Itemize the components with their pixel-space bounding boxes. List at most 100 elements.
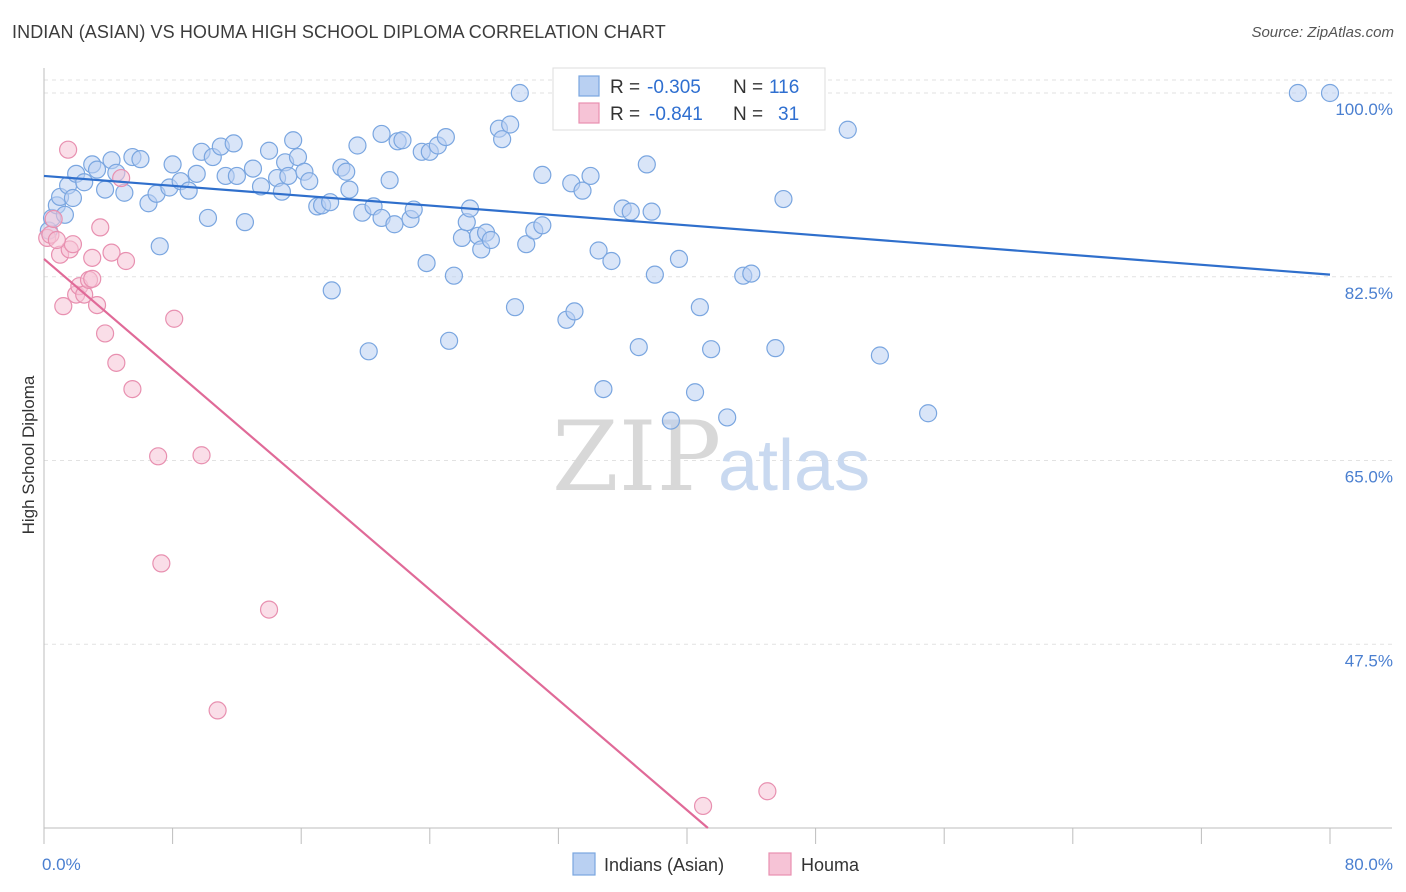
point-indians-39	[284, 131, 303, 150]
y-tick-label-1: 82.5%	[1345, 284, 1393, 303]
point-indians-98	[661, 411, 681, 430]
point-indians-91	[602, 251, 621, 271]
axes	[43, 68, 1392, 844]
point-indians-14	[115, 183, 134, 202]
trend-lines	[43, 174, 1331, 829]
stats-r-label-1: R =	[610, 77, 640, 98]
stats-swatch-houma	[578, 102, 600, 124]
watermark-zip: ZIP	[552, 401, 721, 513]
point-indians-103	[718, 408, 737, 427]
point-indians-78	[505, 298, 525, 317]
point-indians-102	[702, 340, 721, 359]
point-indians-93	[621, 202, 640, 221]
point-indians-107	[766, 339, 785, 358]
point-indians-42	[300, 172, 319, 191]
point-houma-30	[47, 230, 66, 250]
chart-title: INDIAN (ASIAN) VS HOUMA HIGH SCHOOL DIPL…	[12, 22, 666, 42]
point-indians-48	[337, 162, 356, 181]
point-indians-65	[436, 128, 455, 147]
point-indians-46	[322, 281, 341, 300]
point-indians-67	[444, 266, 464, 285]
point-indians-24	[187, 164, 206, 183]
y-tick-label-3: 47.5%	[1345, 651, 1393, 670]
point-indians-6	[63, 188, 83, 208]
point-houma-7	[63, 235, 83, 254]
point-indians-30	[224, 134, 243, 153]
stats-r-value-1: -0.305	[647, 77, 701, 98]
point-indians-83	[533, 165, 552, 184]
legend-label-houma: Houma	[801, 855, 860, 875]
point-indians-16	[131, 150, 150, 169]
point-indians-82	[533, 216, 552, 235]
point-indians-101	[690, 298, 709, 317]
stats-box: R = -0.305 N = 116 R = -0.841 N = 31	[552, 67, 826, 131]
point-indians-66	[439, 331, 459, 350]
point-indians-77	[501, 115, 520, 134]
point-indians-100	[685, 383, 705, 402]
point-houma-16	[95, 324, 115, 343]
point-indians-108	[774, 189, 793, 209]
point-indians-79	[510, 83, 529, 103]
point-indians-10	[87, 160, 107, 179]
point-indians-96	[642, 202, 661, 221]
y-tick-label-2: 65.0%	[1345, 468, 1393, 487]
point-houma-29	[758, 782, 777, 801]
point-indians-76	[493, 130, 512, 149]
point-indians-58	[393, 131, 412, 150]
stats-n-label-2: N =	[733, 104, 763, 125]
point-indians-97	[645, 265, 664, 284]
stats-swatch-indians	[578, 75, 600, 97]
point-indians-111	[919, 404, 938, 423]
point-indians-50	[348, 136, 367, 155]
point-indians-110	[870, 346, 890, 365]
point-indians-32	[235, 213, 255, 232]
point-indians-56	[380, 171, 399, 190]
legend-swatch-houma	[768, 852, 792, 876]
point-houma-18	[107, 353, 126, 372]
stats-n-label-1: N =	[733, 77, 763, 98]
point-indians-8	[75, 173, 94, 192]
point-indians-49	[340, 180, 359, 199]
x-tick-labels: 0.0% 80.0%	[42, 855, 1393, 874]
point-indians-23	[179, 181, 198, 200]
y-axis-title: High School Diploma	[19, 375, 38, 534]
point-houma-22	[149, 447, 168, 466]
point-indians-106	[742, 264, 761, 283]
point-houma-5	[59, 140, 78, 159]
point-indians-33	[243, 159, 263, 178]
point-houma-24	[165, 309, 184, 328]
point-indians-19	[150, 237, 169, 256]
point-indians-114	[385, 215, 404, 234]
point-houma-28	[693, 796, 713, 816]
point-indians-99	[669, 249, 689, 268]
point-houma-27	[259, 600, 279, 619]
stats-r-value-2: -0.841	[649, 104, 703, 125]
legend-swatch-indians	[572, 852, 596, 876]
legend-label-indians: Indians (Asian)	[604, 855, 724, 875]
point-indians-87	[573, 181, 592, 200]
x-tick-label-1: 80.0%	[1345, 855, 1393, 874]
point-indians-88	[581, 166, 600, 186]
point-indians-21	[163, 155, 182, 174]
point-indians-52	[359, 342, 378, 361]
point-indians-86	[565, 302, 584, 321]
stats-n-value-1: 116	[769, 77, 799, 98]
point-indians-115	[272, 182, 292, 201]
point-houma-2	[44, 209, 63, 229]
point-indians-45	[321, 193, 340, 212]
point-houma-20	[116, 251, 136, 271]
point-houma-13	[83, 269, 102, 288]
y-tick-labels: 100.0% 82.5% 65.0% 47.5%	[1335, 100, 1393, 670]
watermark-atlas: atlas	[718, 426, 870, 506]
point-houma-21	[123, 380, 142, 399]
legend: Indians (Asian) Houma	[572, 852, 860, 876]
point-indians-113	[1320, 83, 1340, 103]
point-indians-34	[251, 177, 271, 196]
point-houma-23	[152, 554, 171, 573]
point-indians-68	[452, 228, 472, 247]
y-tick-label-0: 100.0%	[1335, 100, 1393, 119]
point-houma-15	[91, 218, 110, 237]
point-indians-80	[517, 235, 536, 254]
point-indians-74	[481, 230, 500, 250]
